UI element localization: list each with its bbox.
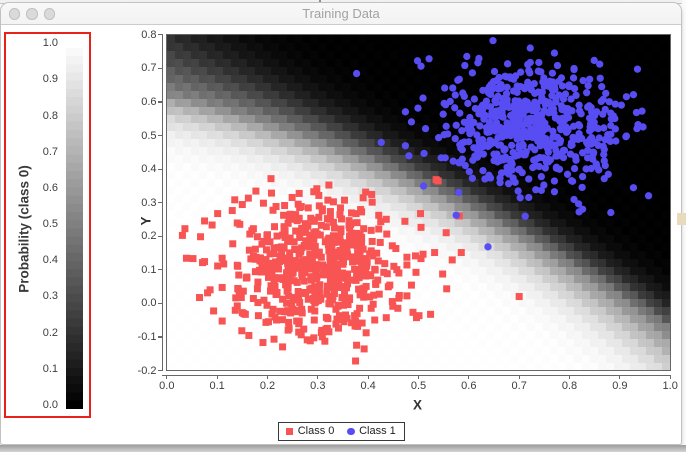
desktop-artifact: [677, 213, 686, 225]
window-drop-shadow: [0, 444, 686, 452]
zoom-button[interactable]: [44, 8, 56, 20]
window-title: Training Data: [302, 6, 380, 21]
minimize-button[interactable]: [26, 8, 38, 20]
titlebar[interactable]: Training Data: [1, 3, 681, 25]
close-button[interactable]: [8, 8, 20, 20]
traffic-lights: [8, 8, 56, 20]
training-data-window: Training Data: [0, 2, 682, 445]
